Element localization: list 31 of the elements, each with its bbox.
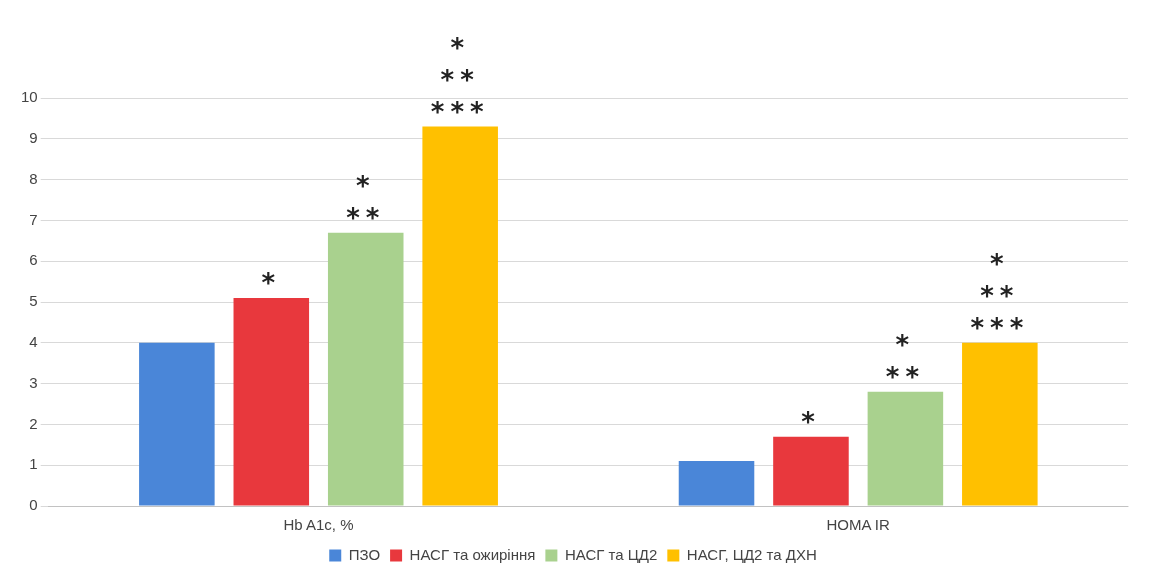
legend-label: ПЗО (348, 545, 381, 563)
data-label: * (261, 267, 282, 298)
bar (422, 126, 498, 506)
y-tick-label: 4 (29, 332, 38, 350)
bar (327, 232, 404, 506)
legend-label: НАСГ та ЦД2 (564, 545, 658, 563)
y-tick-label: 7 (29, 210, 38, 228)
bar (233, 297, 310, 506)
y-tick-label: 10 (21, 88, 38, 106)
y-tick-label: 1 (29, 455, 38, 473)
x-tick-label: Hb A1c, % (283, 516, 354, 534)
x-tick-label: HOMA IR (826, 516, 891, 534)
legend-label: НАСГ, ЦД2 та ДХН (686, 545, 817, 563)
data-label: * ** *** (970, 248, 1030, 343)
bar (962, 342, 1038, 506)
legend-label: НАСГ та ожиріння (409, 545, 536, 563)
y-tick-label: 5 (29, 292, 38, 310)
bar (678, 461, 755, 506)
y-tick-label: 8 (29, 169, 38, 187)
data-label: * ** (885, 329, 925, 392)
bar (773, 436, 849, 506)
y-tick-label: 6 (29, 251, 38, 269)
y-tick-label: 2 (29, 414, 38, 432)
y-tick-label: 9 (29, 128, 38, 146)
y-tick-label: 3 (29, 373, 38, 391)
bar (139, 342, 215, 506)
bar (867, 391, 944, 506)
data-label: * (801, 406, 821, 437)
data-label: * ** (346, 170, 386, 233)
data-label: * ** *** (430, 32, 490, 127)
y-tick-label: 0 (29, 496, 38, 514)
